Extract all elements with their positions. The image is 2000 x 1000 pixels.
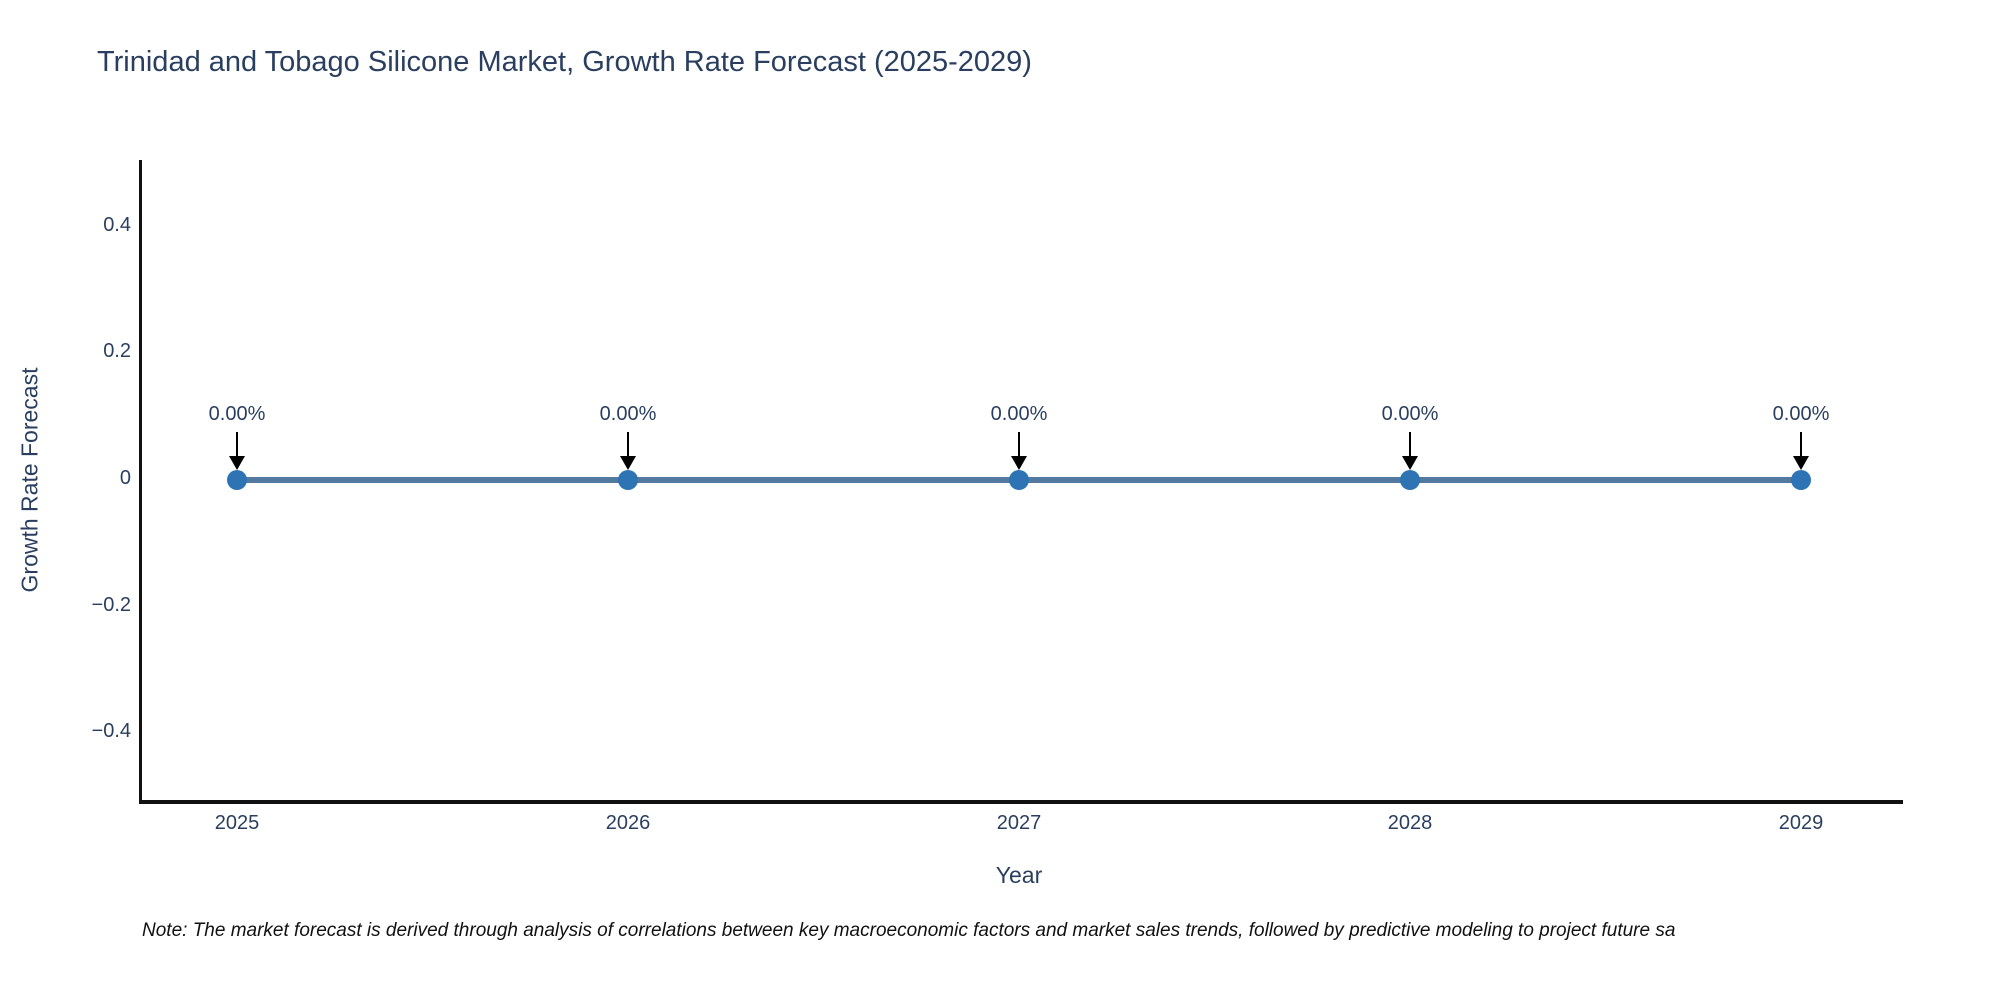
data-point-marker: [1400, 470, 1420, 490]
y-tick-label: 0.2: [103, 340, 131, 363]
y-tick-label: 0.4: [103, 213, 131, 236]
annotation-label: 0.00%: [208, 403, 266, 425]
annotation-arrowhead-icon: [229, 456, 245, 470]
annotation-arrowhead-icon: [620, 456, 636, 470]
annotation-arrow: [1018, 432, 1020, 458]
annotation-arrowhead-icon: [1402, 456, 1418, 470]
x-tick-label: 2029: [1778, 812, 1824, 834]
annotation-arrow: [627, 432, 629, 458]
y-tick-label: −0.2: [91, 593, 131, 616]
data-point-marker: [227, 470, 247, 490]
data-point-marker: [1791, 470, 1811, 490]
footnote: Note: The market forecast is derived thr…: [142, 920, 1676, 941]
annotation-label: 0.00%: [599, 403, 657, 425]
x-tick-label: 2028: [1387, 812, 1433, 834]
annotation-label: 0.00%: [1772, 403, 1830, 425]
annotation-arrow: [1800, 432, 1802, 458]
x-tick-label: 2027: [996, 812, 1042, 834]
annotation-label: 0.00%: [990, 403, 1048, 425]
x-tick-label: 2025: [214, 812, 260, 834]
x-axis-title: Year: [995, 862, 1043, 888]
y-tick-label: 0: [119, 467, 131, 489]
annotation-label: 0.00%: [1381, 403, 1439, 425]
chart-title: Trinidad and Tobago Silicone Market, Gro…: [97, 46, 1032, 78]
data-point-marker: [618, 470, 638, 490]
y-tick-label: −0.4: [91, 720, 131, 743]
annotation-arrow: [236, 432, 238, 458]
annotation-arrow: [1409, 432, 1411, 458]
x-tick-label: 2026: [605, 812, 651, 834]
annotation-arrowhead-icon: [1793, 456, 1809, 470]
data-point-marker: [1009, 470, 1029, 490]
annotation-arrowhead-icon: [1011, 456, 1027, 470]
